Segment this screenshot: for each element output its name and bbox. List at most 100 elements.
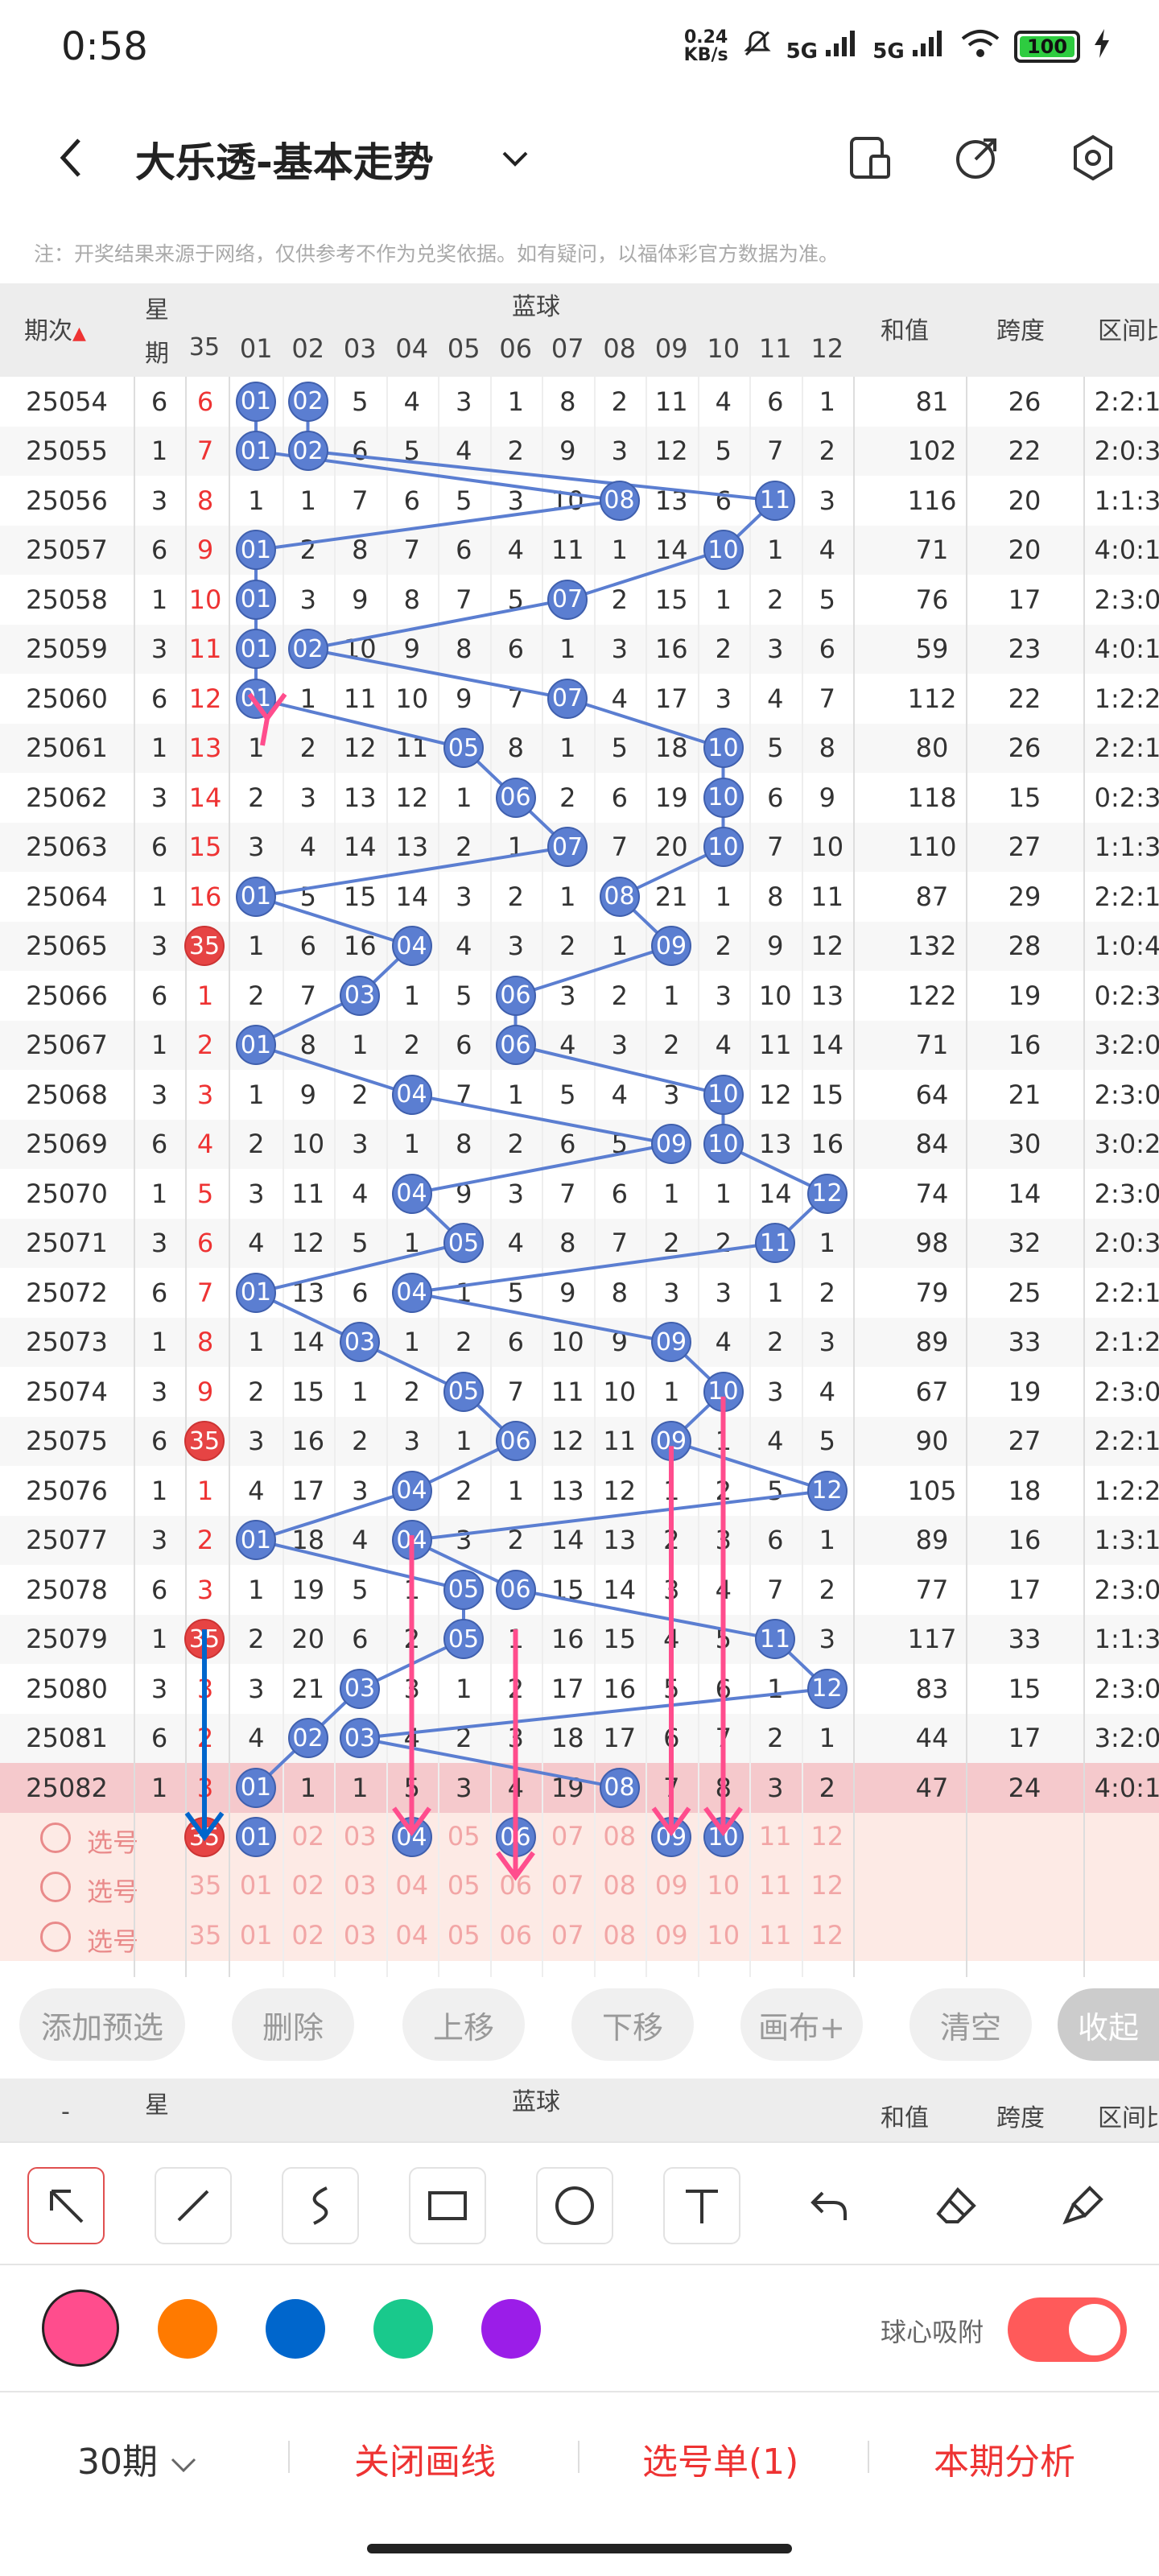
blue-pick-cell[interactable]: 08 [603,1919,637,1951]
select-radio[interactable] [40,1872,71,1902]
blue-header-02: 02 [291,333,325,364]
blue-pick-cell[interactable]: 08 [603,1870,637,1901]
blue-pick-cell[interactable]: 07 [551,1919,584,1951]
select-radio[interactable] [40,1921,71,1952]
picks-list-button[interactable]: 选号单(1) [642,2442,799,2483]
select-radio[interactable] [40,1822,71,1853]
span-cell: 19 [1008,1376,1041,1407]
undo-icon[interactable] [790,2167,868,2244]
front-pick-cell[interactable]: 35 [188,1870,222,1901]
blue-pick-cell[interactable]: 02 [291,1820,325,1852]
span-cell: 33 [1008,1327,1041,1358]
blue-pick-cell[interactable]: 02 [291,1919,325,1951]
blue-pick-cell[interactable]: 04 [395,1870,429,1901]
blue-miss-cell: 2 [248,1129,265,1160]
color-swatch-pink[interactable] [42,2289,119,2367]
blue-miss-cell: 12 [395,782,429,813]
blue-pick-cell[interactable]: 12 [810,1870,844,1901]
blue-miss-cell: 1 [715,584,732,615]
delete-button[interactable]: 删除 [232,1988,354,2061]
eraser-icon[interactable] [918,2167,995,2244]
settings-icon[interactable] [1067,132,1119,184]
week-cell: 6 [151,683,168,714]
color-swatch-orange[interactable] [158,2299,217,2359]
blue-ball: 06 [495,777,536,818]
blue-pick-cell[interactable]: 06 [499,1919,533,1951]
snap-toggle[interactable] [1008,2297,1127,2362]
blue-pick-cell[interactable]: 01 [239,1919,273,1951]
blue-pick-cell[interactable]: 05 [447,1919,481,1951]
blue-pick-cell[interactable]: 02 [291,1870,325,1901]
blue-ball: 03 [340,1322,380,1363]
move-down-button[interactable]: 下移 [571,1988,694,2061]
blue-pick-cell[interactable]: 09 [654,1870,688,1901]
blue-miss-cell: 3 [299,782,316,813]
phone-icon[interactable] [843,132,895,184]
week-cell: 6 [151,1574,168,1605]
blue-pick-cell[interactable]: 03 [343,1919,377,1951]
blue-pick-cell[interactable]: 10 [707,1919,740,1951]
blue-pick-cell[interactable]: 05 [447,1820,481,1852]
status-time: 0:58 [61,24,148,69]
close-lines-button[interactable]: 关闭画线 [354,2442,496,2483]
battery-icon: 100 [1014,30,1080,63]
sum-cell: 122 [907,980,957,1011]
blue-pick-cell[interactable]: 05 [447,1870,481,1901]
blue-pick-cell[interactable]: 08 [603,1820,637,1852]
sum-cell: 90 [915,1426,949,1457]
blue-ball: 03 [340,975,380,1016]
line-icon[interactable] [155,2167,232,2244]
period-selector[interactable]: 30期 [77,2433,198,2484]
blue-miss-cell: 14 [810,1030,844,1061]
blue-miss-cell: 12 [654,436,688,467]
blue-pick-cell[interactable]: 04 [395,1919,429,1951]
clear-icon[interactable] [1045,2167,1122,2244]
blue-pick-cell[interactable]: 09 [654,1919,688,1951]
blue-ball: 12 [806,1668,848,1709]
zone-cell: 2:2:1 [1094,386,1159,417]
share-icon[interactable] [951,132,1003,184]
blue-pick-cell[interactable]: 07 [551,1820,584,1852]
blue-pick-cell[interactable]: 03 [343,1820,377,1852]
blue-pick-cell[interactable]: 07 [551,1870,584,1901]
canvas-plus-button[interactable]: 画布+ [740,1988,863,2061]
picked-blue-ball[interactable]: 01 [236,1817,276,1858]
blue-pick-cell[interactable]: 11 [758,1820,792,1852]
blue-ball: 01 [236,381,276,422]
color-swatch-blue[interactable] [266,2299,325,2359]
blue-pick-cell[interactable]: 01 [239,1870,273,1901]
add-preselect-button[interactable]: 添加预选 [19,1988,185,2061]
blue-pick-cell[interactable]: 12 [810,1820,844,1852]
blue-pick-cell[interactable]: 12 [810,1919,844,1951]
curve-icon[interactable] [282,2167,359,2244]
clear-button[interactable]: 清空 [909,1988,1032,2061]
chevron-down-icon[interactable] [499,143,531,175]
sum-cell: 79 [915,1277,949,1308]
collapse-button[interactable]: 收起 [1058,1988,1159,2061]
blue-miss-cell: 6 [611,782,628,813]
move-up-button[interactable]: 上移 [402,1988,525,2061]
blue-pick-cell[interactable]: 03 [343,1870,377,1901]
blue-pick-cell[interactable]: 11 [758,1919,792,1951]
header-issue[interactable]: 期次▲ [24,317,86,345]
blue-pick-cell[interactable]: 11 [758,1870,792,1901]
rectangle-icon[interactable] [409,2167,486,2244]
blue-miss-cell: 5 [352,1228,369,1259]
blue-miss-cell: 8 [299,1030,316,1061]
issue-cell: 25079 [26,1624,108,1655]
period-analysis-button[interactable]: 本期分析 [934,2442,1075,2483]
text-icon[interactable] [663,2167,740,2244]
blue-miss-cell: 1 [299,683,316,714]
blue-miss-cell: 7 [611,1228,628,1259]
arrow-icon[interactable] [27,2167,105,2244]
blue-ball: 01 [236,1520,276,1561]
circle-icon[interactable] [536,2167,613,2244]
blue-pick-cell[interactable]: 10 [707,1870,740,1901]
back-icon[interactable] [48,134,97,182]
issue-cell: 25073 [26,1327,108,1358]
zone-cell: 2:3:0 [1094,1574,1159,1605]
color-swatch-purple[interactable] [481,2299,541,2359]
front-pick-cell[interactable]: 35 [188,1919,222,1951]
page-title[interactable]: 大乐透-基本走势 [135,139,434,186]
color-swatch-green[interactable] [373,2299,433,2359]
